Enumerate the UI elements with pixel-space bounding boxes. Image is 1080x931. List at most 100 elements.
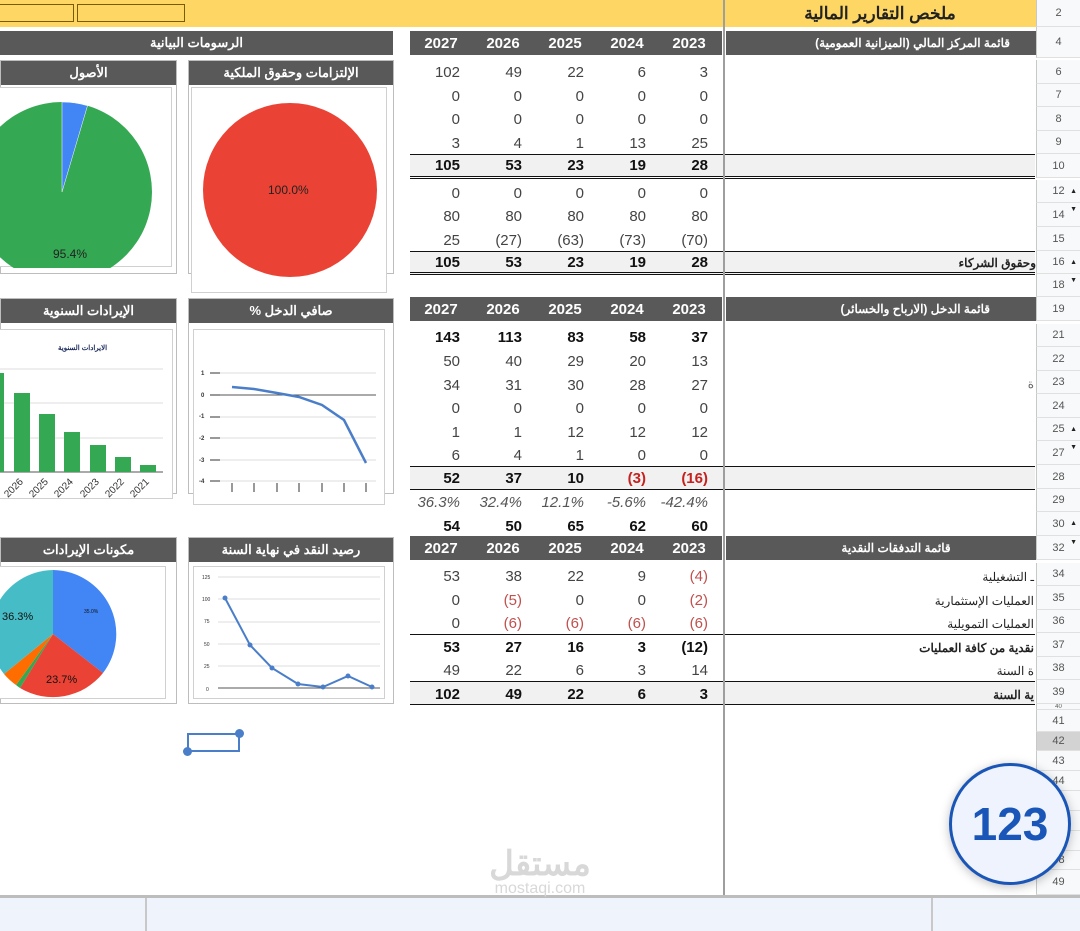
cell[interactable]: 37	[505, 470, 522, 487]
row-header[interactable]: 39	[1036, 680, 1080, 704]
cell[interactable]: 4	[513, 135, 522, 152]
row-header[interactable]: 43	[1036, 751, 1080, 771]
cell[interactable]: 62	[629, 518, 646, 535]
cell[interactable]: 143	[434, 329, 460, 346]
cell[interactable]: 28	[691, 254, 708, 271]
cell[interactable]: 13	[629, 135, 646, 152]
chart-cash-end-of-year[interactable]: رصيد النقد في نهاية السنة 125 100 75 50 25 0	[188, 537, 394, 704]
row-header[interactable]: 9	[1036, 131, 1080, 154]
cell[interactable]: 34	[443, 377, 460, 394]
cell[interactable]: 3	[699, 686, 708, 703]
cell[interactable]: 1	[575, 447, 584, 464]
collapse-group-icon[interactable]: ▼	[1070, 277, 1077, 284]
cell[interactable]: 53	[443, 639, 460, 656]
cell[interactable]: 20	[629, 353, 646, 370]
cell[interactable]: (2)	[689, 592, 708, 609]
cell[interactable]: (73)	[619, 232, 646, 249]
cell[interactable]: 49	[505, 686, 522, 703]
cell[interactable]: (63)	[557, 232, 584, 249]
cell[interactable]: 0	[575, 111, 584, 128]
cell[interactable]: 38	[505, 568, 522, 585]
title-cell-box[interactable]	[77, 4, 185, 22]
cell[interactable]: 19	[629, 157, 646, 174]
cell[interactable]: 50	[443, 353, 460, 370]
cell[interactable]: 53	[443, 568, 460, 585]
cell[interactable]: (16)	[681, 470, 708, 487]
cell[interactable]: 0	[451, 592, 460, 609]
cell[interactable]: 0	[637, 400, 646, 417]
collapse-group-icon[interactable]: ▼	[1070, 539, 1077, 546]
chart-liabilities-equity[interactable]: الإلتزامات وحقوق الملكية 100.0%	[188, 60, 394, 293]
cell[interactable]: 28	[629, 377, 646, 394]
cell[interactable]: 30	[567, 377, 584, 394]
collapse-group-icon[interactable]: ▼	[1070, 206, 1077, 213]
cell[interactable]: 0	[699, 111, 708, 128]
row-header[interactable]: 24	[1036, 394, 1080, 418]
cell[interactable]: 16	[567, 639, 584, 656]
cell[interactable]: (70)	[681, 232, 708, 249]
row-header[interactable]: 7	[1036, 84, 1080, 107]
cell[interactable]: 22	[567, 568, 584, 585]
cell[interactable]: 40	[505, 353, 522, 370]
row-header[interactable]: 35	[1036, 586, 1080, 610]
cell[interactable]: 49	[505, 64, 522, 81]
cell[interactable]: (6)	[689, 615, 708, 632]
cell[interactable]: (3)	[627, 470, 646, 487]
cell[interactable]: 0	[699, 400, 708, 417]
cell[interactable]: 0	[637, 88, 646, 105]
cell[interactable]: 102	[434, 686, 460, 703]
cell[interactable]: 65	[567, 518, 584, 535]
row-header[interactable]: 4	[1036, 27, 1080, 58]
row-header[interactable]: 25 ▲	[1036, 418, 1080, 441]
row-header[interactable]: 2	[1036, 0, 1080, 27]
cell[interactable]: 23	[567, 157, 584, 174]
cell[interactable]: 9	[637, 568, 646, 585]
cell[interactable]: 32.4%	[479, 494, 522, 511]
cell[interactable]: 0	[451, 185, 460, 202]
cell[interactable]: (6)	[627, 615, 646, 632]
cell[interactable]: (6)	[503, 615, 522, 632]
cell[interactable]: 22	[505, 662, 522, 679]
cell[interactable]: 0	[637, 592, 646, 609]
cell[interactable]: (12)	[681, 639, 708, 656]
selected-shape[interactable]	[187, 733, 240, 752]
row-header[interactable]: 27 ▼	[1036, 441, 1080, 465]
cell[interactable]: 6	[575, 662, 584, 679]
cell[interactable]: 3	[451, 135, 460, 152]
chart-revenue-components[interactable]: مكونات الإيرادات 36.3% 35.0% 23.7%	[0, 537, 177, 704]
cell[interactable]: 0	[637, 447, 646, 464]
row-header[interactable]: 49	[1036, 870, 1080, 895]
row-header[interactable]: 30 ▲	[1036, 512, 1080, 536]
row-header[interactable]: 12 ▲	[1036, 180, 1080, 203]
cell[interactable]: 80	[691, 208, 708, 225]
cell[interactable]: 0	[699, 88, 708, 105]
cell[interactable]: 31	[505, 377, 522, 394]
cell[interactable]: 0	[451, 615, 460, 632]
cell[interactable]: 22	[567, 686, 584, 703]
cell[interactable]: 29	[567, 353, 584, 370]
cell[interactable]: 22	[567, 64, 584, 81]
cell[interactable]: 105	[434, 254, 460, 271]
row-header[interactable]: 38	[1036, 657, 1080, 680]
expand-group-icon[interactable]: ▲	[1070, 258, 1077, 266]
cell[interactable]: 0	[637, 185, 646, 202]
cell[interactable]: 52	[443, 470, 460, 487]
cell[interactable]: 25	[443, 232, 460, 249]
collapse-group-icon[interactable]: ▼	[1070, 444, 1077, 451]
row-header[interactable]: 6	[1036, 60, 1080, 84]
cell[interactable]: 27	[691, 377, 708, 394]
cell[interactable]: 0	[513, 400, 522, 417]
cell[interactable]: 3	[637, 639, 646, 656]
cell[interactable]: 0	[699, 447, 708, 464]
number-format-badge[interactable]: 123	[949, 763, 1071, 885]
row-header[interactable]: 22	[1036, 347, 1080, 371]
row-header[interactable]: 15	[1036, 227, 1080, 251]
cell[interactable]: 0	[513, 111, 522, 128]
cell[interactable]: 113	[497, 329, 522, 346]
expand-group-icon[interactable]: ▲	[1070, 520, 1077, 527]
cell[interactable]: 19	[629, 254, 646, 271]
expand-group-icon[interactable]: ▲	[1070, 187, 1077, 195]
expand-group-icon[interactable]: ▲	[1070, 425, 1077, 433]
cell[interactable]: 12	[691, 424, 708, 441]
cell[interactable]: 3	[699, 64, 708, 81]
